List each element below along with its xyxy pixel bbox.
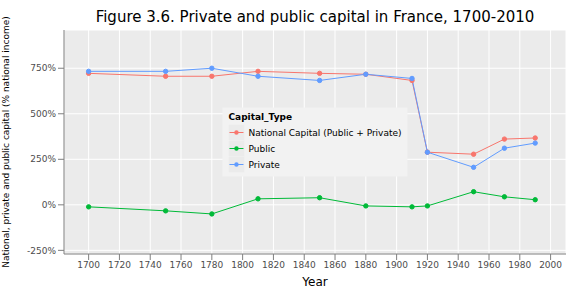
svg-text:1940: 1940 xyxy=(447,260,470,270)
svg-text:1760: 1760 xyxy=(170,260,193,270)
svg-text:250%: 250% xyxy=(30,154,56,164)
svg-text:1860: 1860 xyxy=(324,260,347,270)
svg-text:1980: 1980 xyxy=(508,260,531,270)
svg-text:750%: 750% xyxy=(30,63,56,73)
svg-text:0%: 0% xyxy=(42,200,57,210)
svg-text:1700: 1700 xyxy=(77,260,100,270)
svg-text:500%: 500% xyxy=(30,109,56,119)
svg-text:1820: 1820 xyxy=(262,260,285,270)
svg-text:-250%: -250% xyxy=(27,246,56,256)
html-text:Private: Private xyxy=(248,159,280,170)
svg-text:1740: 1740 xyxy=(139,260,162,270)
svg-text:1900: 1900 xyxy=(385,260,408,270)
html-text:National Capital (Public + Pri: National Capital (Public + Private) xyxy=(248,127,402,138)
svg-text:Year: Year xyxy=(301,275,327,288)
svg-text:1720: 1720 xyxy=(108,260,131,270)
svg-text:1960: 1960 xyxy=(478,260,501,270)
svg-text:1920: 1920 xyxy=(416,260,439,270)
svg-text:1880: 1880 xyxy=(354,260,377,270)
svg-text:1780: 1780 xyxy=(200,260,223,270)
html-text:Public: Public xyxy=(248,143,276,154)
svg-text:1840: 1840 xyxy=(293,260,316,270)
html-text:Capital_Type: Capital_Type xyxy=(228,111,293,122)
svg-text:1800: 1800 xyxy=(231,260,254,270)
html-text:Figure 3.6. Private and public: Figure 3.6. Private and public capital i… xyxy=(95,8,535,26)
svg-text:2000: 2000 xyxy=(539,260,562,270)
svg-text:National, private and public c: National, private and public capital (% … xyxy=(8,16,11,267)
